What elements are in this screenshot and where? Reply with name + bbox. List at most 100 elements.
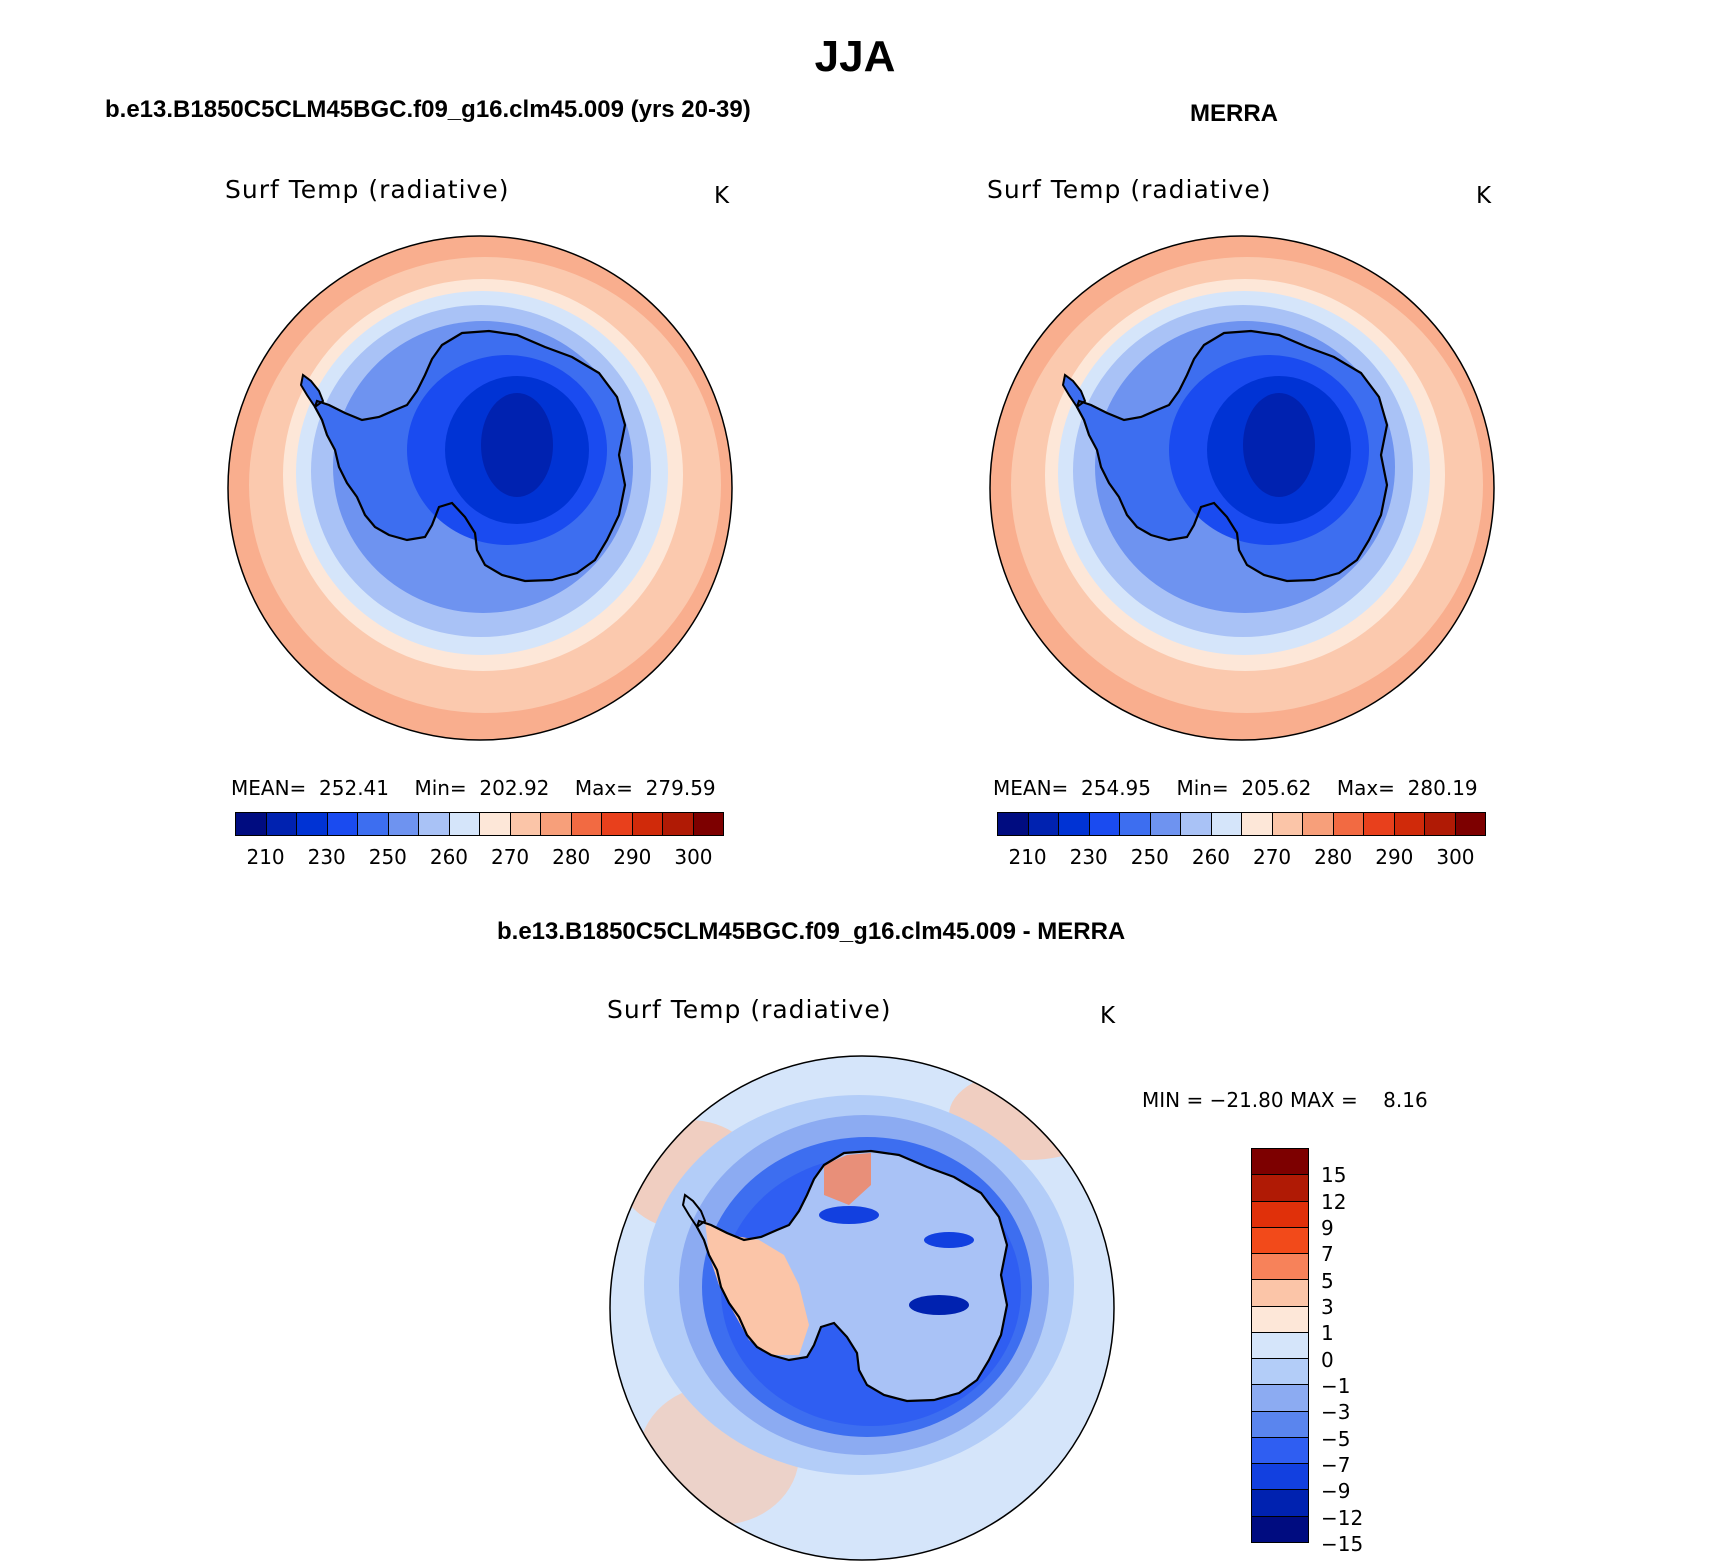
panel-1-case-title: b.e13.B1850C5CLM45BGC.f09_g16.clm45.009 … xyxy=(105,96,751,123)
panel-1-colorbar xyxy=(235,812,724,836)
panel-1-mean-label: MEAN= xyxy=(231,776,307,800)
colorbar-swatch xyxy=(1364,813,1395,835)
land-fill xyxy=(1063,375,1085,407)
contour-band xyxy=(481,393,553,497)
colorbar-swatch xyxy=(1252,1490,1308,1517)
colorbar-swatch xyxy=(236,813,267,835)
cold-region xyxy=(909,1295,969,1315)
colorbar-label: 7 xyxy=(1321,1242,1334,1267)
panel-1-min-label: Min= xyxy=(414,776,467,800)
colorbar-label: 5 xyxy=(1321,1268,1334,1293)
colorbar-swatch xyxy=(1303,813,1334,835)
panel-2-colorbar xyxy=(997,812,1486,836)
colorbar-swatch xyxy=(419,813,450,835)
colorbar-label: 3 xyxy=(1321,1295,1334,1319)
colorbar-swatch xyxy=(693,813,723,835)
colorbar-swatch xyxy=(266,813,297,835)
colorbar-swatch xyxy=(1252,1254,1308,1281)
warm-region xyxy=(705,1221,809,1355)
panel-2-variable-label: Surf Temp (radiative) xyxy=(987,175,1272,204)
colorbar-label: 0 xyxy=(1321,1347,1334,1372)
diff-case-title: b.e13.B1850C5CLM45BGC.f09_g16.clm45.009 … xyxy=(497,918,1126,945)
panel-2-colorbar-ticks: 210 230 250 260 270 280 290 300 xyxy=(997,845,1486,869)
coastline xyxy=(1061,373,1087,409)
panel-1-max-value: 279.59 xyxy=(645,776,716,800)
coastline xyxy=(695,1149,1009,1403)
panel-1-variable-label: Surf Temp (radiative) xyxy=(225,175,510,204)
colorbar-swatch xyxy=(998,813,1029,835)
colorbar-tick-label: 210 xyxy=(1008,845,1047,869)
panel-2-max-value: 280.19 xyxy=(1407,776,1478,800)
colorbar-swatch xyxy=(1252,1306,1308,1333)
panel-2-max-label: Max= xyxy=(1336,776,1395,800)
cold-region xyxy=(819,1206,879,1224)
panel-1-max-label: Max= xyxy=(574,776,633,800)
panel-2-polar-map xyxy=(989,235,1495,741)
colorbar-tick-label: 280 xyxy=(1314,845,1353,869)
colorbar-tick-label: 270 xyxy=(490,845,530,869)
colorbar-swatch xyxy=(1455,813,1485,835)
colorbar-swatch xyxy=(1394,813,1425,835)
colorbar-swatch xyxy=(1028,813,1059,835)
colorbar-swatch xyxy=(1425,813,1456,835)
colorbar-tick-label: 270 xyxy=(1252,845,1292,869)
colorbar-swatch xyxy=(297,813,328,835)
warm-region xyxy=(824,1153,871,1205)
diff-variable-label: Surf Temp (radiative) xyxy=(607,995,892,1024)
colorbar-swatch xyxy=(1252,1332,1308,1360)
colorbar-swatch xyxy=(1252,1227,1308,1255)
colorbar-tick-label: 290 xyxy=(613,845,652,869)
colorbar-swatch xyxy=(1272,813,1303,835)
panel-2-min-value: 205.62 xyxy=(1241,776,1312,800)
panel-1-stats: MEAN= 252.41 Min= 202.92 Max= 279.59 xyxy=(231,776,716,800)
page-title: JJA xyxy=(814,32,896,81)
panel-1-mean-value: 252.41 xyxy=(319,776,389,800)
colorbar-swatch xyxy=(1252,1280,1308,1307)
colorbar-tick-label: 300 xyxy=(1436,845,1475,869)
colorbar-label: −1 xyxy=(1321,1374,1351,1398)
colorbar-swatch xyxy=(1333,813,1364,835)
colorbar-label: −15 xyxy=(1321,1532,1364,1556)
colorbar-swatch xyxy=(449,813,480,835)
diff-polar-map xyxy=(609,1055,1115,1561)
colorbar-label: −12 xyxy=(1321,1505,1364,1530)
colorbar-label: −9 xyxy=(1321,1479,1351,1504)
colorbar-label: 9 xyxy=(1321,1216,1334,1240)
coastline xyxy=(299,373,325,409)
colorbar-tick-label: 260 xyxy=(429,845,469,869)
colorbar-swatch xyxy=(327,813,358,835)
colorbar-tick-label: 250 xyxy=(1130,845,1169,869)
coastline xyxy=(1075,329,1389,583)
colorbar-swatch xyxy=(1252,1437,1308,1465)
colorbar-swatch xyxy=(1252,1411,1308,1438)
panel-2-stats: MEAN= 254.95 Min= 205.62 Max= 280.19 xyxy=(993,776,1478,800)
colorbar-swatch xyxy=(663,813,694,835)
colorbar-swatch xyxy=(358,813,389,835)
colorbar-swatch xyxy=(1252,1359,1308,1386)
colorbar-swatch xyxy=(1252,1201,1308,1228)
map-border xyxy=(989,235,1495,741)
diff-units-label: K xyxy=(1100,1003,1116,1029)
colorbar-tick-label: 230 xyxy=(307,845,346,869)
colorbar-label: −3 xyxy=(1321,1400,1351,1425)
panel-2-units-label: K xyxy=(1476,183,1492,209)
colorbar-swatch xyxy=(1181,813,1212,835)
colorbar-swatch xyxy=(1252,1149,1308,1176)
diff-colorbar xyxy=(1251,1148,1309,1543)
colorbar-swatch xyxy=(571,813,602,835)
colorbar-swatch xyxy=(1242,813,1273,835)
panel-2-mean-label: MEAN= xyxy=(993,776,1069,800)
colorbar-tick-label: 230 xyxy=(1069,845,1108,869)
colorbar-swatch xyxy=(1120,813,1151,835)
colorbar-swatch xyxy=(1252,1385,1308,1412)
colorbar-label: 12 xyxy=(1321,1189,1347,1214)
colorbar-swatch xyxy=(1252,1464,1308,1491)
diff-colorbar-labels: 15 12 9 7 5 3 1 0 −1 −3 −5 −7 −9 −12 −15 xyxy=(1321,1148,1401,1556)
colorbar-tick-label: 290 xyxy=(1375,845,1414,869)
panel-1-units-label: K xyxy=(714,183,730,209)
colorbar-swatch xyxy=(1211,813,1242,835)
contour-band xyxy=(1243,393,1315,497)
colorbar-tick-label: 210 xyxy=(246,845,285,869)
colorbar-swatch xyxy=(1089,813,1120,835)
colorbar-label: −7 xyxy=(1321,1453,1351,1477)
